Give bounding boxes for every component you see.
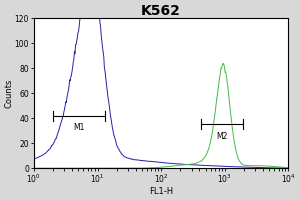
Text: M2: M2 [216, 132, 227, 141]
X-axis label: FL1-H: FL1-H [149, 187, 173, 196]
Y-axis label: Counts: Counts [4, 78, 13, 108]
Title: K562: K562 [141, 4, 181, 18]
Text: M1: M1 [74, 123, 85, 132]
